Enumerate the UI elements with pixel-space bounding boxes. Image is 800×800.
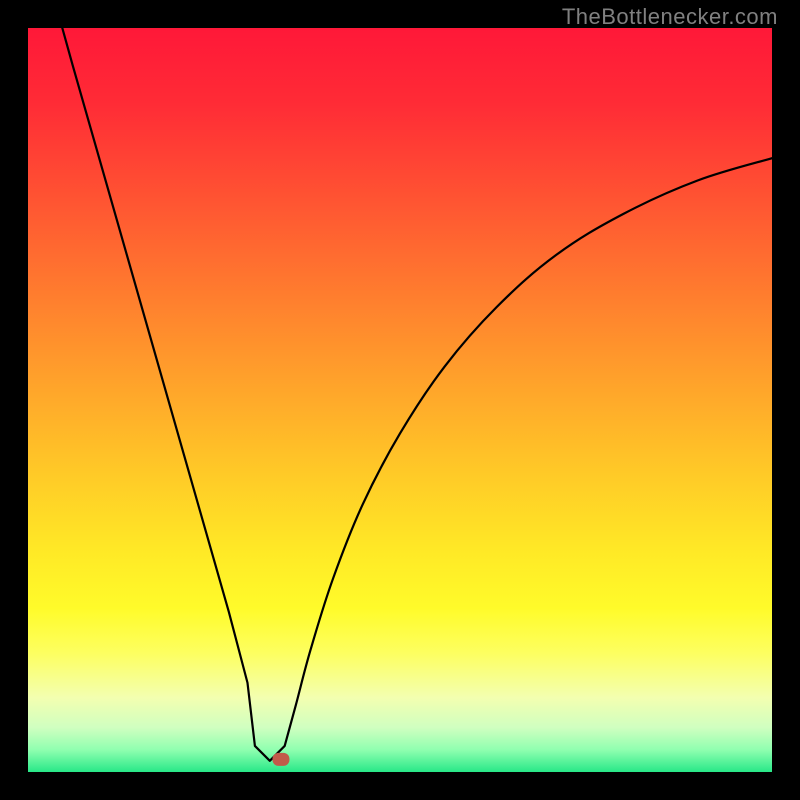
bottleneck-chart: [0, 0, 800, 800]
optimal-point-marker: [272, 753, 289, 766]
chart-frame: TheBottlenecker.com: [0, 0, 800, 800]
watermark-label: TheBottlenecker.com: [562, 4, 778, 30]
plot-background: [28, 28, 772, 772]
